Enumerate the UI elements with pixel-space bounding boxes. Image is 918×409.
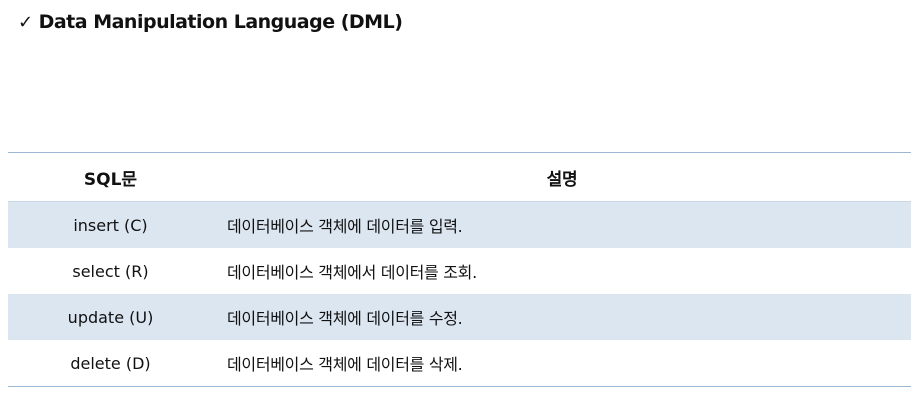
- row-command: insert (C): [73, 215, 148, 235]
- header-description: 설명: [546, 169, 578, 190]
- row-command: select (R): [72, 261, 149, 281]
- checkmark-icon: ✓: [18, 11, 33, 33]
- row-command: update (U): [67, 307, 154, 327]
- row-description: 데이터베이스 객체에 데이터를 입력.: [227, 217, 463, 236]
- table-row: insert (C) 데이터베이스 객체에 데이터를 입력.: [8, 202, 911, 248]
- row-description: 데이터베이스 객체에서 데이터를 조회.: [227, 263, 477, 282]
- row-description: 데이터베이스 객체에 데이터를 수정.: [227, 309, 463, 328]
- row-description: 데이터베이스 객체에 데이터를 삭제.: [227, 355, 463, 374]
- heading-title: Data Manipulation Language (DML): [38, 11, 403, 33]
- dml-table: SQL문 설명 insert (C) 데이터베이스 객체에 데이터를 입력. s…: [8, 152, 911, 387]
- header-sql-statement: SQL문: [83, 169, 138, 190]
- table-row: delete (D) 데이터베이스 객체에 데이터를 삭제.: [8, 340, 911, 386]
- table-header-row: SQL문 설명: [8, 153, 911, 202]
- table-row: update (U) 데이터베이스 객체에 데이터를 수정.: [8, 294, 911, 340]
- row-command: delete (D): [70, 353, 151, 373]
- table-row: select (R) 데이터베이스 객체에서 데이터를 조회.: [8, 248, 911, 294]
- section-heading: ✓ Data Manipulation Language (DML): [18, 6, 403, 38]
